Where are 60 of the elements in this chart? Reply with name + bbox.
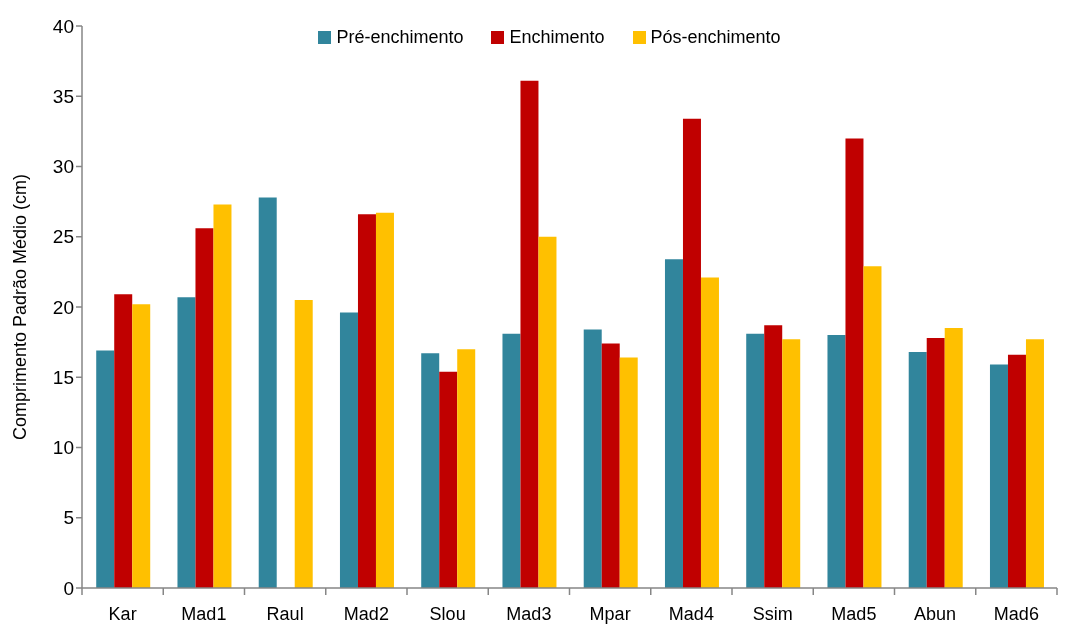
x-tick-label: Ssim [752,604,793,624]
bar [908,351,927,588]
x-tick-label: Mad2 [343,604,389,624]
x-tick-label: Kar [108,604,137,624]
legend-label: Pós-enchimento [650,27,781,48]
bar [457,349,476,588]
bar [195,228,214,588]
bar [1007,354,1026,588]
bar [700,277,719,588]
y-axis-title: Comprimento Padrão Médio (cm) [10,173,30,441]
bar [782,339,801,588]
x-tick-label: Mpar [589,604,631,624]
bar [439,371,458,588]
bar [213,204,232,588]
bar [96,350,115,588]
x-tick-label: Mad5 [831,604,877,624]
bar [926,337,945,588]
y-tick-label: 20 [52,296,74,318]
y-tick-label: 0 [63,577,74,599]
bar [258,197,277,588]
bar [538,236,557,588]
bar [520,80,539,588]
bar [1025,339,1044,588]
bar [764,325,783,588]
bar [583,329,602,588]
bar [601,343,620,588]
bar [421,353,440,588]
bar [746,333,765,588]
x-tick-label: Mad1 [181,604,227,624]
legend-label: Pré-enchimento [336,27,464,48]
bar [619,357,638,588]
bar [339,312,358,588]
y-tick-label: 15 [52,366,74,388]
bar [357,214,376,588]
bar [827,335,846,588]
x-tick-label: Slou [429,604,466,624]
bar [294,299,313,588]
x-tick-label: Mad4 [668,604,714,624]
y-tick-label: 35 [52,86,74,107]
bar [132,304,151,588]
x-tick-label: Mad3 [506,604,552,624]
x-tick-label: Raul [266,604,304,624]
bar [845,138,864,588]
y-tick-label: 5 [63,507,74,529]
legend-label: Enchimento [509,27,605,48]
y-tick-label: 30 [52,156,74,178]
bar [502,333,521,588]
bar [114,294,133,588]
x-tick-label: Mad6 [993,604,1039,624]
bar [664,259,683,588]
bar [177,297,196,588]
bar [863,266,882,588]
bar [944,328,963,588]
bar [375,212,394,588]
bar [989,364,1008,588]
y-tick-label: 25 [52,226,74,248]
y-tick-label: 10 [52,437,74,459]
bar [682,118,701,588]
y-tick-label: 40 [52,15,74,37]
x-tick-label: Abun [914,604,957,624]
